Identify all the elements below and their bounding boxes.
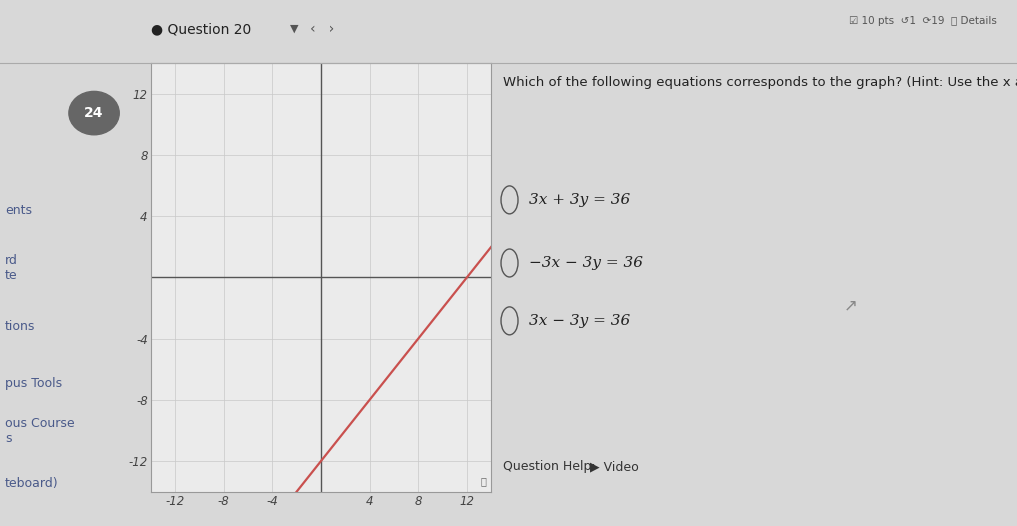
Text: rd
te: rd te <box>5 254 18 282</box>
Text: 3x − 3y = 36: 3x − 3y = 36 <box>529 314 631 328</box>
Text: ents: ents <box>5 204 33 217</box>
Text: 24: 24 <box>84 106 104 120</box>
Ellipse shape <box>69 92 119 135</box>
Text: pus Tools: pus Tools <box>5 378 62 390</box>
Text: teboard): teboard) <box>5 478 59 490</box>
Text: ☑ 10 pts  ↺1  ⟳19  ⓘ Details: ☑ 10 pts ↺1 ⟳19 ⓘ Details <box>849 16 997 26</box>
Text: ous Course
s: ous Course s <box>5 417 74 446</box>
Text: ▼: ▼ <box>290 24 298 34</box>
Text: −3x − 3y = 36: −3x − 3y = 36 <box>529 256 643 270</box>
Text: 3x + 3y = 36: 3x + 3y = 36 <box>529 193 631 207</box>
Text: ‹   ›: ‹ › <box>310 22 335 36</box>
Text: Which of the following equations corresponds to the graph? (Hint: Use the x and : Which of the following equations corresp… <box>503 76 1017 89</box>
Text: Question Help:: Question Help: <box>503 460 596 473</box>
Text: ▶ Video: ▶ Video <box>590 460 639 473</box>
Text: ↗: ↗ <box>844 296 858 314</box>
Text: 🔍: 🔍 <box>480 477 486 487</box>
Text: ● Question 20: ● Question 20 <box>151 22 251 36</box>
Text: tions: tions <box>5 320 36 332</box>
